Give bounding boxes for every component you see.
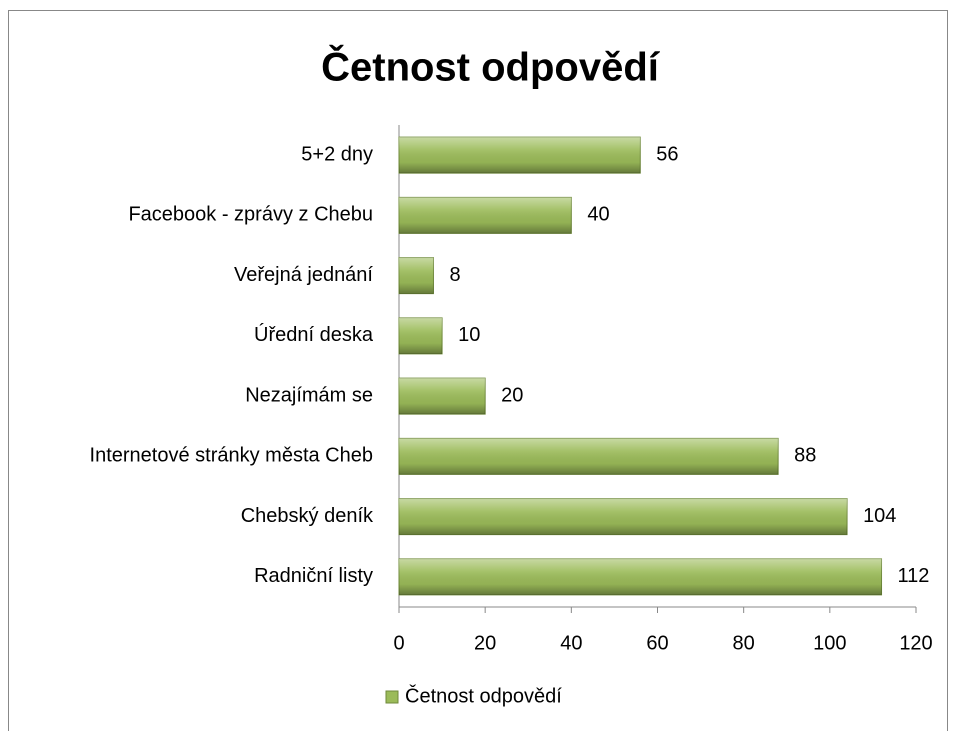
- value-label: 104: [863, 505, 896, 527]
- y-tick-label: Radniční listy: [254, 565, 373, 587]
- legend-label: Četnost odpovědí: [405, 684, 562, 707]
- value-label: 56: [656, 143, 678, 165]
- chart-frame: [8, 10, 948, 731]
- chart-title: Četnost odpovědí: [321, 44, 661, 90]
- value-label: 20: [501, 384, 523, 406]
- bar: [398, 498, 848, 536]
- x-tick-label: 40: [560, 632, 582, 654]
- x-tick-label: 80: [733, 632, 755, 654]
- bar: [398, 558, 883, 596]
- x-tick-label: 0: [393, 632, 404, 654]
- y-tick-label: Internetové stránky města Cheb: [90, 445, 373, 467]
- bar: [398, 136, 641, 174]
- x-tick-label: 100: [813, 632, 846, 654]
- bar: [398, 437, 779, 475]
- bar: [398, 196, 572, 234]
- x-tick-label: 20: [474, 632, 496, 654]
- y-tick-label: Nezajímám se: [245, 384, 373, 406]
- y-tick-label: Veřejná jednání: [234, 264, 373, 286]
- value-label: 40: [587, 204, 609, 226]
- legend-swatch: [385, 690, 399, 704]
- value-label: 8: [449, 264, 460, 286]
- bar: [398, 377, 486, 415]
- y-tick-label: Úřední deska: [254, 323, 374, 346]
- x-tick-label: 120: [899, 632, 932, 654]
- y-tick-label: 5+2 dny: [301, 143, 373, 165]
- value-label: 10: [458, 324, 480, 346]
- bar: [398, 317, 443, 355]
- value-label: 88: [794, 445, 816, 467]
- y-tick-label: Facebook - zprávy z Chebu: [128, 204, 373, 226]
- bar: [398, 257, 434, 295]
- value-label: 112: [898, 565, 930, 587]
- y-tick-label: Chebský deník: [241, 505, 374, 527]
- x-tick-label: 60: [646, 632, 668, 654]
